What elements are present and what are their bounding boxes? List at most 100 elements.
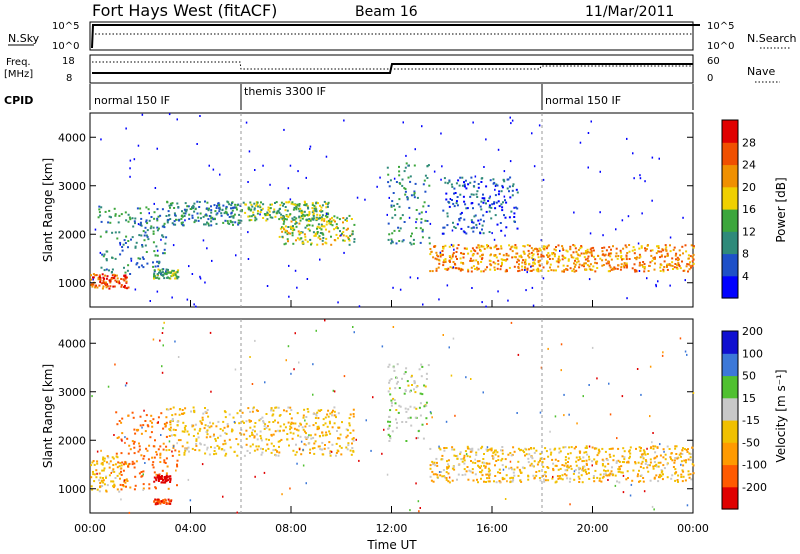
echo-cell <box>429 447 432 450</box>
echo-cell <box>457 463 460 466</box>
echo-cell <box>99 281 102 283</box>
echo-cell <box>119 462 122 465</box>
echo-cell <box>415 407 418 410</box>
echo-cell <box>479 466 482 469</box>
echo-cell <box>597 255 600 257</box>
echo-cell <box>605 262 608 265</box>
echo-cell <box>315 413 318 416</box>
colorbar-tick-label: 100 <box>742 347 763 360</box>
echo-cell <box>457 473 460 476</box>
echo-cell <box>104 210 107 213</box>
echo-cell <box>501 209 504 212</box>
echo-cell <box>544 447 547 450</box>
echo-cell <box>413 380 416 383</box>
echo-cell <box>425 417 428 420</box>
echo-cell <box>102 481 105 484</box>
echo-cell <box>150 414 153 417</box>
echo-cell <box>342 234 345 237</box>
echo-cell <box>153 250 156 253</box>
echo-cell <box>574 263 577 266</box>
echo-cell <box>424 385 427 388</box>
echo-cell <box>685 449 688 451</box>
echo-cell <box>447 472 450 475</box>
echo-cell <box>162 448 165 451</box>
echo-cell <box>604 465 607 468</box>
echo-cell <box>470 250 473 253</box>
echo-cell <box>557 261 560 264</box>
echo-cell <box>323 218 326 221</box>
echo-cell <box>538 470 541 473</box>
echo-cell <box>139 257 142 260</box>
echo-cell <box>183 430 186 433</box>
echo-cell <box>448 180 451 183</box>
echo-cell <box>336 227 339 230</box>
echo-cell <box>317 445 320 448</box>
echo-cell <box>123 284 126 287</box>
echo-cell <box>497 247 500 250</box>
echo-cell <box>97 277 100 280</box>
echo-cell <box>302 416 305 419</box>
echo-cell <box>292 227 295 230</box>
echo-cell <box>101 253 104 256</box>
echo-cell <box>625 262 628 265</box>
noise-echo-cell <box>399 288 402 291</box>
echo-cell <box>509 248 512 251</box>
echo-cell <box>403 392 406 395</box>
noise-echo-cell <box>208 164 210 167</box>
echo-cell <box>460 268 463 271</box>
echo-cell <box>120 278 123 280</box>
echo-cell <box>136 207 139 210</box>
echo-cell <box>162 479 164 481</box>
echo-cell <box>443 226 446 229</box>
echo-cell <box>480 181 483 183</box>
echo-cell <box>325 223 328 226</box>
echo-cell <box>140 264 143 267</box>
echo-cell <box>641 460 644 463</box>
echo-cell <box>97 216 100 219</box>
echo-cell <box>207 209 210 212</box>
echo-cell <box>391 232 394 235</box>
echo-cell <box>304 235 307 238</box>
echo-cell <box>580 246 583 249</box>
echo-cell <box>428 236 431 239</box>
echo-cell <box>643 270 646 273</box>
echo-cell <box>453 465 455 468</box>
noise-echo-cell <box>154 187 157 189</box>
echo-cell <box>269 207 272 210</box>
echo-cell <box>478 460 481 463</box>
echo-cell <box>501 476 504 479</box>
echo-cell <box>500 449 502 452</box>
echo-cell <box>611 466 613 469</box>
noise-echo-cell <box>176 118 178 121</box>
noise-echo-cell <box>262 164 264 167</box>
echo-cell <box>610 447 613 450</box>
echo-cell <box>298 238 301 241</box>
echo-cell <box>433 461 436 464</box>
echo-cell <box>547 467 550 469</box>
echo-cell <box>165 480 168 483</box>
echo-cell <box>602 253 605 256</box>
echo-cell <box>212 422 215 425</box>
echo-cell <box>308 212 311 215</box>
noise-echo-cell <box>659 443 661 446</box>
echo-cell <box>482 245 485 248</box>
echo-cell <box>328 430 331 433</box>
noise-echo-cell <box>381 452 383 455</box>
echo-cell <box>348 422 351 425</box>
echo-cell <box>270 433 273 436</box>
echo-cell <box>396 363 399 366</box>
colorbar-tick-label: -100 <box>742 459 767 472</box>
echo-cell <box>628 258 631 260</box>
echo-cell <box>626 470 629 473</box>
echo-cell <box>274 419 276 422</box>
echo-cell <box>453 454 456 457</box>
echo-cell <box>321 431 324 434</box>
echo-cell <box>155 487 157 490</box>
echo-cell <box>288 214 291 217</box>
echo-cell <box>329 223 332 226</box>
echo-cell <box>176 484 178 487</box>
echo-cell <box>444 258 447 261</box>
echo-cell <box>448 179 451 182</box>
echo-cell <box>91 283 93 286</box>
colorbar-swatch <box>722 331 738 354</box>
